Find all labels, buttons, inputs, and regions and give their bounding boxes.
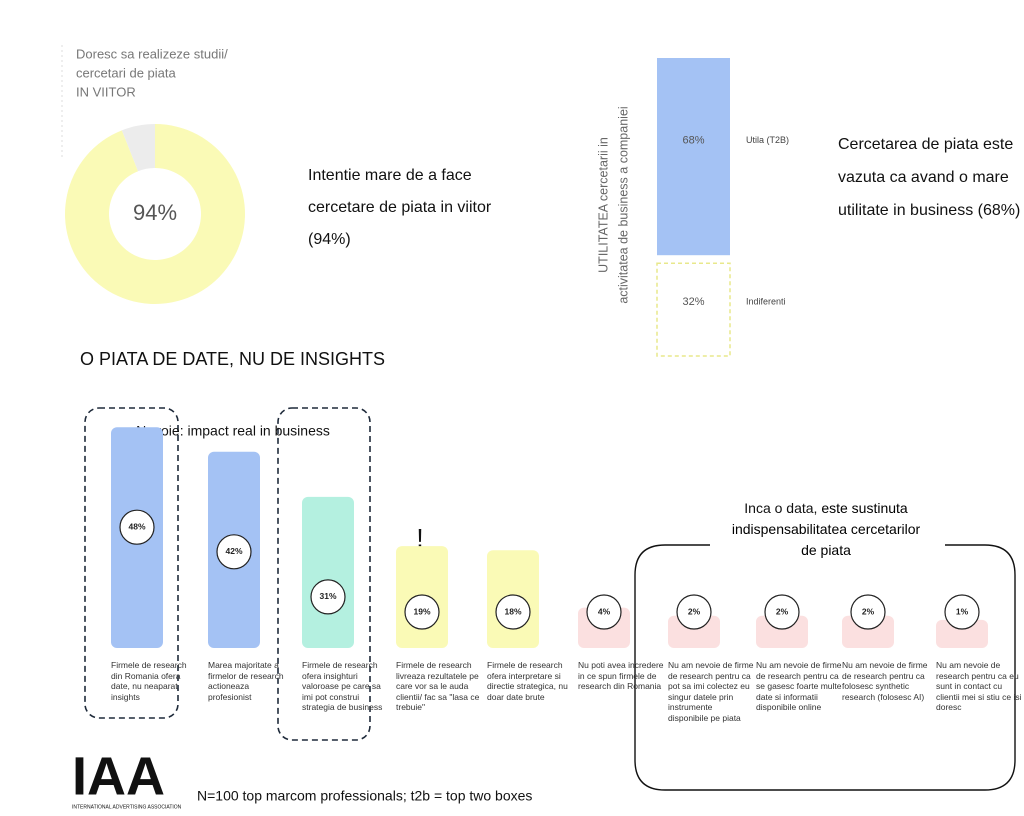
y-axis-label: UTILITATEA cercetarii in — [596, 137, 610, 273]
x-tick-label: Firmele de research livreaza rezultatele… — [396, 660, 480, 712]
x-tick-label: Nu am nevoie de firme de research pentru… — [756, 660, 842, 712]
label-circle — [764, 594, 800, 630]
bar — [302, 496, 354, 648]
bar-segment — [656, 262, 731, 357]
legend-label: Indiferenti — [746, 297, 786, 307]
bar — [936, 619, 988, 648]
group-box — [634, 544, 1016, 791]
donut-slice — [121, 124, 155, 172]
footnote: N=100 top marcom professionals; t2b = to… — [197, 788, 532, 804]
value-label: 42% — [225, 546, 242, 556]
annotation: Inca o data, este sustinuta indispensabi… — [726, 498, 926, 561]
logo: IAA — [72, 746, 165, 806]
x-tick-label: Nu am nevoie de research pentru ca eu su… — [936, 660, 1022, 712]
legend-label: Utila (T2B) — [746, 135, 789, 145]
label-circle — [119, 509, 155, 545]
value-label: 31% — [319, 591, 336, 601]
section-title: O PIATA DE DATE, NU DE INSIGHTS — [80, 349, 385, 369]
annotation-part: este sustinuta indispensabilitatea cerce… — [731, 500, 921, 558]
value-label: 2% — [688, 606, 701, 616]
annotation-part: Inca o data, — [744, 500, 818, 516]
value-label: 18% — [504, 606, 521, 616]
logo-caption: INTERNATIONAL ADVERTISING ASSOCIATION — [72, 804, 182, 810]
x-tick-label: Firmele de research ofera insighturi val… — [302, 660, 383, 712]
x-tick-label: Nu am nevoie de firme de research pentru… — [842, 660, 928, 702]
y-axis-label: activitatea de business a companiei — [616, 106, 630, 303]
x-tick-label: Nu poti avea incredere in ce spun firmel… — [578, 660, 664, 691]
chart-title: Doresc sa realizeze studii/ — [76, 46, 228, 61]
label-circle — [676, 594, 712, 630]
bar-segment — [657, 58, 730, 256]
value-label: 48% — [128, 521, 145, 531]
chart-title: IN VIITOR — [76, 84, 136, 99]
donut-slice — [64, 124, 245, 304]
x-tick-label: Marea majoritate a firmelor de research … — [208, 660, 284, 702]
highlight-box — [277, 407, 371, 741]
label-circle — [850, 594, 886, 630]
value-label: 1% — [956, 606, 969, 616]
annotation: Cercetarea de piata este vazuta ca avand… — [838, 136, 1021, 219]
annotation: Intentie mare de a face cercetare de pia… — [308, 167, 492, 248]
value-label: 2% — [862, 606, 875, 616]
value-label: 2% — [776, 606, 789, 616]
value-label: 94% — [133, 200, 177, 225]
value-label: 4% — [598, 606, 611, 616]
annotation: ! — [416, 523, 423, 553]
highlight-box — [84, 407, 179, 719]
annotation: Nevoie: impact real in business — [136, 423, 330, 439]
chart-title: cercetari de piata — [76, 65, 176, 80]
value-label: 19% — [413, 606, 430, 616]
label-circle — [216, 534, 252, 570]
x-tick-label: Nu am nevoie de firme de research pentru… — [668, 660, 754, 723]
label-circle — [310, 579, 346, 615]
label-circle — [404, 594, 440, 630]
value-label: 68% — [682, 135, 704, 147]
x-tick-label: Firmele de research ofera interpretare s… — [487, 660, 568, 702]
label-circle — [495, 594, 531, 630]
label-circle — [586, 594, 622, 630]
value-label: 32% — [682, 296, 704, 308]
label-circle — [944, 594, 980, 630]
x-tick-label: Firmele de research din Romania ofera da… — [111, 660, 187, 702]
